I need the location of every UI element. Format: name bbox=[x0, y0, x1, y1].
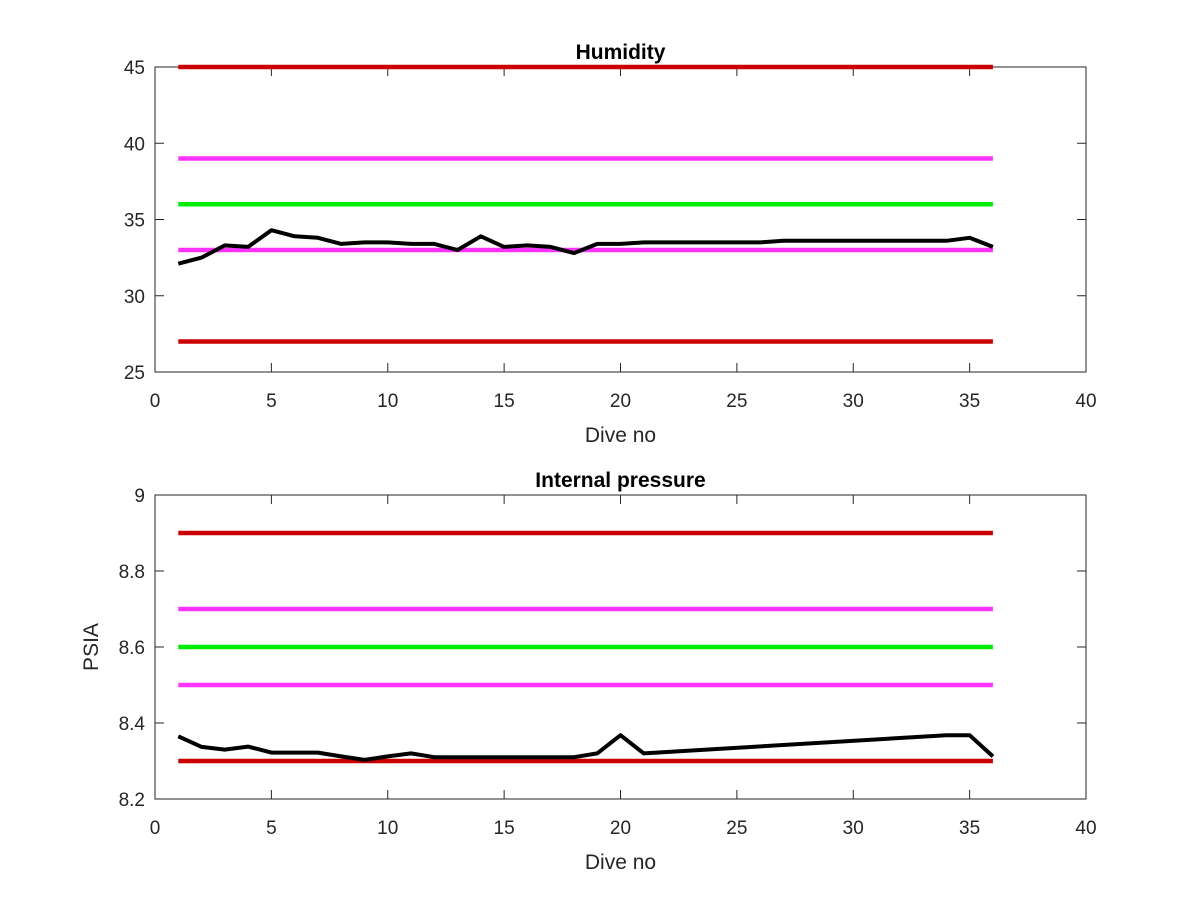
y-tick-label: 30 bbox=[124, 287, 145, 308]
y-tick-label: 8.8 bbox=[119, 562, 145, 583]
y-tick-label: 8.2 bbox=[119, 790, 145, 811]
chart-title: Humidity bbox=[576, 41, 666, 64]
y-tick-label: 8.4 bbox=[119, 714, 146, 735]
x-tick-label: 10 bbox=[377, 818, 398, 839]
x-tick-label: 35 bbox=[959, 391, 980, 412]
x-tick-label: 10 bbox=[377, 391, 398, 412]
x-tick-label: 40 bbox=[1075, 818, 1096, 839]
x-tick-label: 15 bbox=[494, 391, 515, 412]
y-tick-label: 9 bbox=[134, 486, 145, 507]
x-tick-label: 0 bbox=[150, 818, 161, 839]
series-line-5 bbox=[177, 228, 994, 266]
x-tick-label: 40 bbox=[1075, 391, 1096, 412]
y-tick-label: 25 bbox=[124, 363, 145, 384]
y-axis-label: PSIA bbox=[80, 623, 103, 671]
y-tick-label: 35 bbox=[124, 211, 145, 232]
x-tick-label: 20 bbox=[610, 818, 631, 839]
y-tick-label: 40 bbox=[124, 134, 145, 155]
chart-title: Internal pressure bbox=[535, 469, 705, 492]
x-tick-label: 5 bbox=[266, 391, 277, 412]
x-axis-label: Dive no bbox=[585, 424, 656, 447]
x-tick-label: 30 bbox=[843, 391, 864, 412]
x-tick-label: 25 bbox=[726, 391, 747, 412]
chart-humidity: 0 5 10 15 20 25 30 35 40 25 30 35 40 45 Humidity Dive n… bbox=[124, 41, 1097, 447]
x-tick-label: 35 bbox=[959, 818, 980, 839]
series-line-5 bbox=[177, 733, 995, 762]
chart-internal-pressure: 0 5 10 15 20 25 30 35 40 8.2 8.4 8.6 8.8 9 Internal pr… bbox=[80, 469, 1097, 874]
x-tick-label: 25 bbox=[726, 818, 747, 839]
y-tick-label: 8.6 bbox=[119, 638, 145, 659]
plot-area bbox=[154, 66, 1087, 373]
x-tick-label: 0 bbox=[150, 391, 161, 412]
x-tick-label: 5 bbox=[266, 818, 277, 839]
x-tick-label: 15 bbox=[494, 818, 515, 839]
x-axis-label: Dive no bbox=[585, 851, 656, 874]
x-tick-label: 30 bbox=[843, 818, 864, 839]
y-tick-label: 45 bbox=[124, 58, 145, 79]
x-tick-label: 20 bbox=[610, 391, 631, 412]
